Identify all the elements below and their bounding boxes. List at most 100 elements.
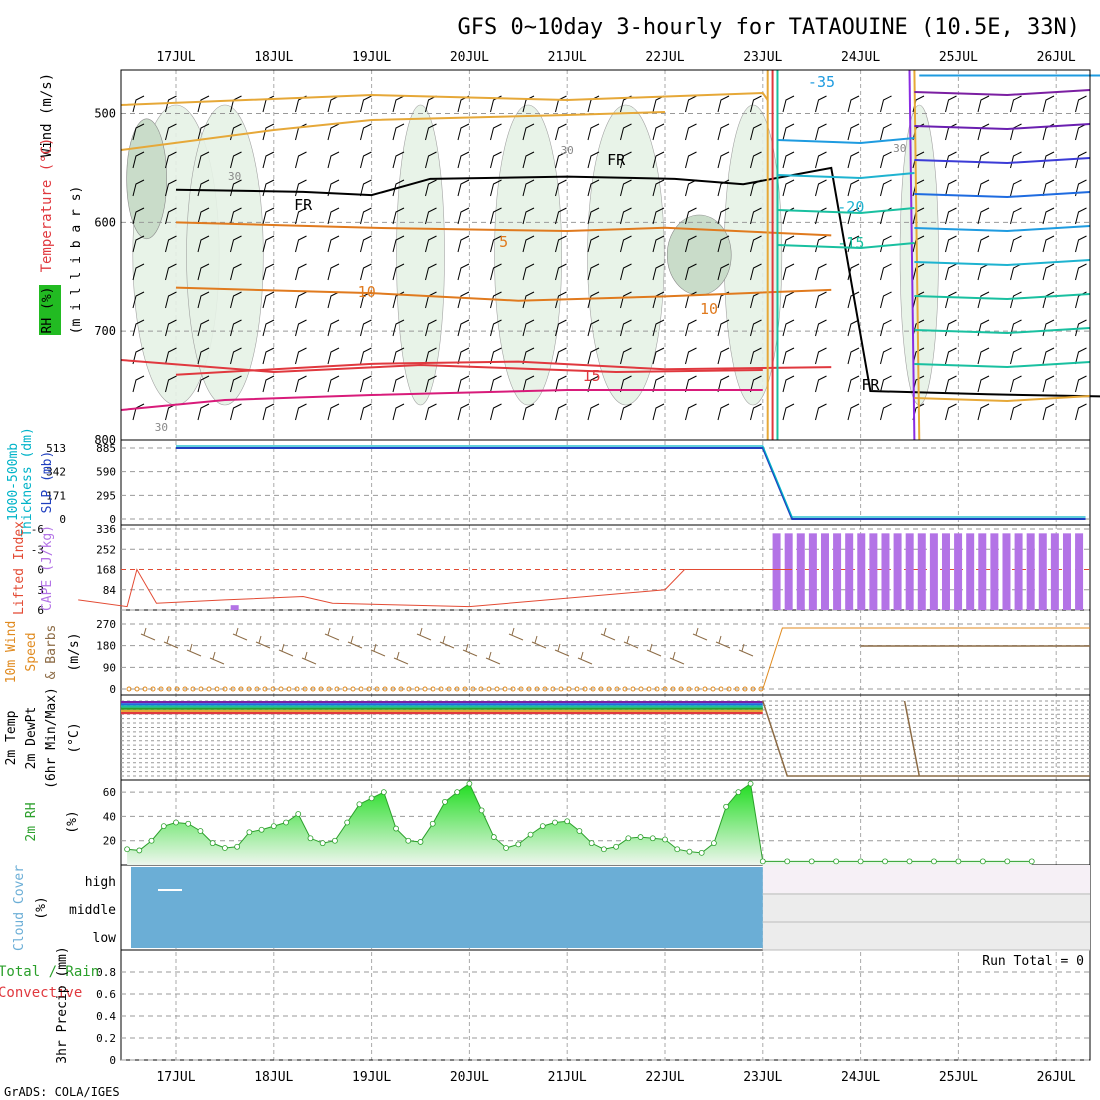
temperature-band	[121, 703, 763, 706]
wind-barb	[815, 207, 827, 225]
wind-barb	[1075, 319, 1087, 337]
lifted-index-tick-label: 3	[37, 584, 44, 597]
wind-barb	[508, 627, 524, 641]
lifted-index-tick-label: -3	[31, 543, 44, 556]
wind-barb	[457, 291, 470, 309]
wind-barb	[165, 263, 177, 281]
contour-label: 30	[155, 421, 168, 434]
temperature-band	[121, 701, 763, 704]
wind-barb	[360, 207, 372, 225]
slp-tick-label: 0	[109, 513, 116, 526]
rh-point	[209, 840, 216, 847]
wind-barb	[977, 319, 990, 337]
wind-barb	[132, 123, 145, 141]
cape-bar	[1050, 533, 1059, 610]
wind-barb	[815, 319, 827, 337]
rh-line	[127, 782, 1032, 862]
wind-barb	[717, 319, 730, 337]
rh-point	[576, 828, 583, 834]
wind-barb	[522, 123, 535, 141]
rh-point	[600, 846, 607, 853]
wind-speed-marker	[550, 686, 556, 692]
cape-bar	[1014, 533, 1023, 610]
wind-barb	[295, 403, 307, 421]
wind-barb	[132, 151, 145, 169]
rh-point	[625, 835, 632, 842]
rh-point	[490, 834, 497, 840]
wind-barb	[230, 347, 242, 365]
wind-barb	[847, 403, 860, 421]
cape-bar	[230, 605, 239, 610]
wind-barb	[327, 319, 340, 337]
rh-point	[368, 795, 375, 802]
wind-speed-line	[762, 627, 1090, 690]
precip-convective-label: Convective	[0, 985, 82, 1001]
wind-barb	[392, 347, 405, 365]
wind-barb	[555, 347, 567, 365]
wind-barb	[165, 375, 177, 393]
isotherm-line	[914, 123, 1091, 131]
rh-point	[258, 826, 265, 833]
rh-tick-label: 20	[103, 835, 116, 848]
upper-rh-label: RH (%)	[40, 287, 55, 334]
wind-barb	[738, 643, 754, 657]
pressure-tick-label: 600	[94, 215, 116, 229]
date-label-bottom: 26JUL	[1037, 1070, 1076, 1085]
wind-barb	[717, 403, 730, 421]
wind-barb	[847, 319, 860, 337]
wind-barb	[847, 291, 860, 309]
date-label-top: 21JUL	[548, 50, 587, 65]
contour-label: 30	[893, 142, 906, 155]
wind-speed-marker	[398, 686, 404, 692]
wind-barb	[669, 651, 685, 665]
date-label-bottom: 19JUL	[352, 1070, 391, 1085]
wind-barb	[620, 151, 632, 169]
wind-barb	[230, 179, 242, 197]
wind-barb	[165, 235, 177, 253]
wind-barb	[847, 151, 860, 169]
isotherm-line	[914, 395, 1091, 403]
wind-barb	[278, 643, 294, 657]
wind-barb	[880, 207, 892, 225]
wind-barb	[490, 235, 502, 253]
rh-point	[246, 829, 253, 836]
wind-barb	[327, 123, 340, 141]
wind-barb	[197, 179, 210, 197]
wind-barb	[439, 635, 455, 649]
wind-barb	[301, 651, 317, 665]
wind-speed-marker	[374, 686, 380, 692]
wind-barb	[880, 403, 892, 421]
wind-barb	[555, 95, 567, 113]
wind-barb	[165, 123, 177, 141]
wind-barb	[685, 375, 697, 393]
wind-speed-marker	[598, 686, 604, 692]
wind-barb	[587, 319, 600, 337]
wind-barb	[555, 291, 567, 309]
wind-speed-marker	[702, 686, 708, 692]
wind-speed-marker	[726, 686, 732, 692]
rh-shading-blob	[494, 104, 562, 406]
wind-barb	[782, 95, 795, 113]
cape-bar	[869, 533, 878, 610]
wind-barb	[370, 643, 386, 657]
cape-bar	[905, 533, 914, 610]
precip-tick-label: 0.4	[96, 1010, 116, 1023]
cape-bar	[990, 533, 999, 610]
wind-barb	[652, 319, 665, 337]
wind-speed-marker	[294, 686, 300, 692]
wind-tick-label: 180	[96, 640, 116, 653]
wind-barb	[945, 375, 957, 393]
wind-barb	[554, 643, 570, 657]
wind-barb	[1010, 375, 1022, 393]
wind-barb	[1075, 235, 1087, 253]
wind-barb	[555, 235, 567, 253]
wind-speed-marker	[254, 686, 260, 692]
wind-barb	[1010, 179, 1022, 197]
wind-barb	[392, 263, 405, 281]
wind-speed-marker	[430, 686, 436, 692]
pressure-tick-label: 800	[94, 433, 116, 447]
wind-barb	[692, 627, 708, 641]
wind-barb	[587, 291, 600, 309]
wind-barb	[880, 347, 892, 365]
dewpt2m-label: 2m DewPt	[24, 707, 39, 770]
